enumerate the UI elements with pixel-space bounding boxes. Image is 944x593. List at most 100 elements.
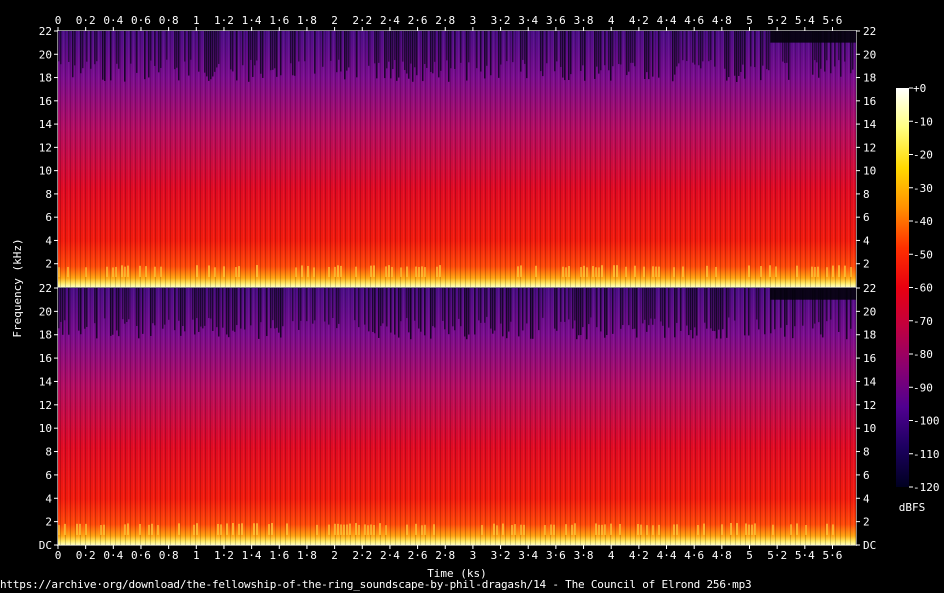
quiet-streak xyxy=(390,31,392,79)
quiet-streak xyxy=(94,31,96,65)
bass-highlight xyxy=(85,523,87,535)
quiet-streak xyxy=(168,288,170,320)
quiet-streak xyxy=(260,288,262,323)
quiet-streak xyxy=(216,31,218,68)
quiet-streak xyxy=(158,31,160,73)
bass-highlight xyxy=(811,266,813,278)
bass-highlight xyxy=(814,266,816,278)
quiet-streak xyxy=(430,31,432,72)
quiet-streak xyxy=(734,31,736,76)
quiet-streak xyxy=(612,31,614,67)
quiet-streak xyxy=(492,288,494,334)
colorbar-tick-label: -40 xyxy=(913,215,933,228)
x-tick-label-top: 1·8 xyxy=(297,14,317,27)
quiet-streak xyxy=(74,31,76,66)
quiet-streak xyxy=(502,288,504,337)
quiet-streak xyxy=(720,288,722,339)
quiet-streak xyxy=(518,288,520,337)
bass-highlight xyxy=(85,267,87,278)
bass-highlight xyxy=(652,525,654,535)
quiet-streak xyxy=(434,288,436,328)
quiet-streak xyxy=(454,288,456,331)
quiet-streak xyxy=(116,288,118,331)
x-tick-label-top: 5·6 xyxy=(823,14,843,27)
y-tick-label-left: 10 xyxy=(39,165,52,178)
quiet-streak xyxy=(818,288,820,323)
bass-highlight xyxy=(844,265,846,278)
quiet-streak xyxy=(58,288,60,329)
quiet-streak xyxy=(756,288,758,320)
y-tick-label-left: 6 xyxy=(45,469,52,482)
quiet-streak xyxy=(118,31,120,69)
y-tick-label-right: 6 xyxy=(863,211,870,224)
bass-highlight xyxy=(514,524,516,535)
quiet-streak xyxy=(212,288,214,331)
quiet-streak xyxy=(244,288,246,330)
quiet-streak xyxy=(662,288,664,326)
quiet-streak xyxy=(610,31,612,81)
quiet-streak xyxy=(386,31,388,69)
quiet-streak xyxy=(636,288,638,338)
quiet-streak xyxy=(644,288,646,320)
quiet-streak xyxy=(322,31,324,67)
quiet-streak xyxy=(834,31,836,67)
quiet-streak xyxy=(256,31,258,61)
bass-highlight xyxy=(850,267,852,278)
y-tick-label-right: 8 xyxy=(863,446,870,459)
bass-highlight xyxy=(355,523,357,535)
quiet-streak xyxy=(68,288,70,335)
x-tick-label-top: 2·4 xyxy=(380,14,400,27)
y-tick-label-left: 16 xyxy=(39,95,52,108)
quiet-streak xyxy=(176,31,178,68)
bass-highlight xyxy=(400,267,402,278)
bass-highlight xyxy=(106,266,108,278)
quiet-streak xyxy=(568,288,570,320)
quiet-streak xyxy=(372,288,374,332)
x-tick-label-bottom: 5·6 xyxy=(823,549,843,562)
quiet-streak xyxy=(280,288,282,338)
quiet-streak xyxy=(102,31,104,80)
x-tick-label-top: 5 xyxy=(746,14,753,27)
colorbar: +0 -10 -20 -30 -40 -50 -60 -70 -80 -90 -100 -110 -12… xyxy=(896,82,940,514)
y-tick-label-left: 20 xyxy=(39,48,52,61)
quiet-streak xyxy=(844,31,846,62)
quiet-streak xyxy=(130,31,132,64)
y-tick-label-right: 16 xyxy=(863,352,876,365)
quiet-streak xyxy=(826,288,828,322)
quiet-streak xyxy=(646,288,648,332)
bass-highlight xyxy=(340,265,342,278)
quiet-streak xyxy=(60,31,62,65)
quiet-streak xyxy=(578,288,580,336)
x-tick-label-bottom: 5·4 xyxy=(795,549,815,562)
bass-highlight xyxy=(334,523,336,535)
channel-1-plot xyxy=(57,30,857,288)
bass-highlight xyxy=(151,523,153,535)
quiet-streak xyxy=(404,31,406,71)
quiet-streak xyxy=(90,31,92,69)
quiet-streak xyxy=(678,31,680,64)
bass-highlight xyxy=(730,523,732,535)
bass-highlight xyxy=(421,525,423,535)
x-tick-label-top: 4·8 xyxy=(712,14,732,27)
quiet-streak xyxy=(210,31,212,80)
x-tick-label-top: 3·8 xyxy=(574,14,594,27)
bass-highlight xyxy=(658,524,660,535)
quiet-streak xyxy=(530,288,532,339)
quiet-streak xyxy=(258,288,260,339)
quiet-streak xyxy=(668,288,670,328)
bass-highlight xyxy=(769,265,771,278)
bass-highlight xyxy=(826,267,828,278)
quiet-streak xyxy=(498,31,500,78)
bass-highlight xyxy=(493,523,495,535)
x-tick-label-top: 1·2 xyxy=(214,14,234,27)
y-tick-label-left: 10 xyxy=(39,422,52,435)
quiet-streak xyxy=(568,31,570,80)
bass-highlight xyxy=(625,266,627,278)
bass-highlight xyxy=(121,265,123,278)
quiet-streak xyxy=(392,31,394,70)
y-tick-label-left: 2 xyxy=(45,258,52,271)
x-tick-label-top: 0·6 xyxy=(131,14,151,27)
y-tick-label-right: 4 xyxy=(863,234,870,247)
quiet-streak xyxy=(490,31,492,76)
quiet-streak xyxy=(142,288,144,334)
